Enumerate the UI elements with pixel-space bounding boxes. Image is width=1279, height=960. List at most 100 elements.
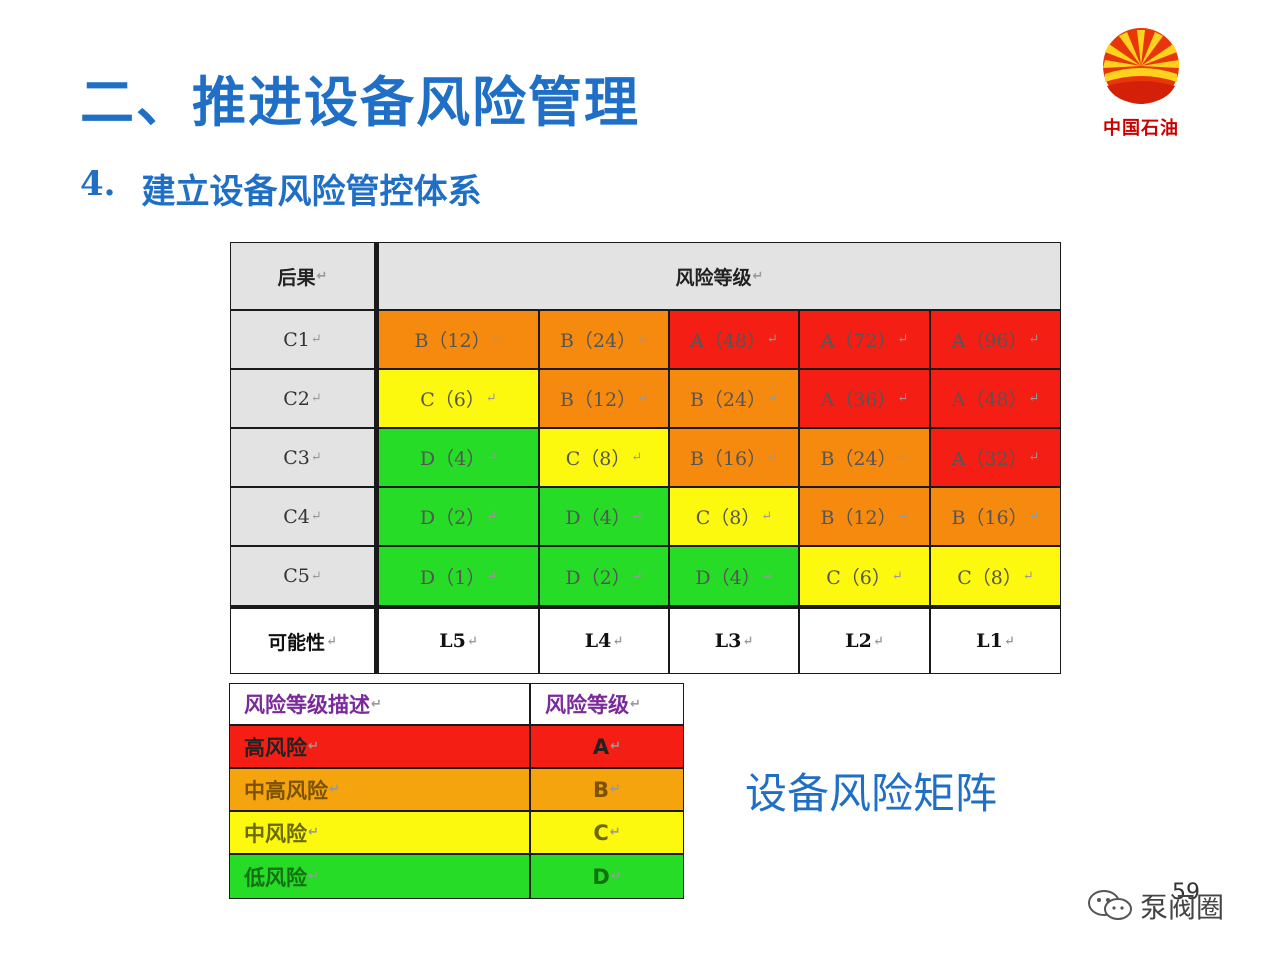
row-label-c4: C4 ↵ [231,488,374,545]
risk-cell: C（6） ↵ [379,370,538,427]
logo-text: 中国石油 [1103,118,1179,139]
risk-cell-text: B（24） [689,389,767,411]
row-label-c3: C3 ↵ [231,429,374,486]
risk-cell: A（48） ↵ [670,311,798,368]
paragraph-mark-icon: ↵ [610,739,622,754]
risk-matrix: 后果 ↵ 风险等级 ↵ C1 ↵ B（12） ↵ B（24） ↵ A（48） ↵ A（72） ↵ A（96）… [230,242,1061,674]
risk-cell: D（4） ↵ [670,547,798,605]
risk-cell: D（2） ↵ [379,488,538,545]
paragraph-mark-icon: ↵ [767,391,779,406]
row-label-c5-text: C5 [283,565,310,587]
legend-level-a: A ↵ [531,726,683,767]
legend-level-b-text: B [593,777,610,802]
risk-cell-text: A（96） [951,330,1028,352]
risk-cell-text: B（16） [951,507,1028,529]
risk-cell-text: D（2） [565,566,631,589]
risk-cell: C（8） ↵ [670,488,798,545]
paragraph-mark-icon: ↵ [767,332,778,347]
slide-subtitle: 4. 建立设备风险管控体系 [80,164,482,213]
risk-cell: C（8） ↵ [540,429,668,486]
risk-cell-text: A（48） [951,389,1028,411]
risk-cell: D（4） ↵ [379,429,538,486]
sunburst-logo-icon [1103,28,1179,104]
legend-level-c: C ↵ [531,812,683,853]
risk-cell-text: B（12） [820,507,897,529]
paragraph-mark-icon: ↵ [637,391,649,406]
legend-desc-a-text: 高风险 [244,735,307,760]
risk-cell: A（32） ↵ [931,429,1060,486]
paragraph-mark-icon: ↵ [637,332,649,347]
paragraph-mark-icon: ↵ [486,509,498,524]
likelihood-l3: L3 ↵ [670,609,798,673]
paragraph-mark-icon: ↵ [897,509,909,524]
risk-cell: A（96） ↵ [931,311,1060,368]
paragraph-mark-icon: ↵ [371,696,382,712]
legend-level-b: B ↵ [531,769,683,810]
header-consequence-text: 后果 [277,266,316,289]
paragraph-mark-icon: ↵ [761,568,773,584]
legend-header-desc-text: 风险等级描述 [244,693,370,717]
likelihood-l5: L5 ↵ [379,609,538,673]
paragraph-mark-icon: ↵ [308,825,319,840]
risk-cell-text: B（12） [559,389,637,411]
paragraph-mark-icon: ↵ [1028,450,1040,465]
risk-cell: A（72） ↵ [800,311,929,368]
paragraph-mark-icon: ↵ [310,568,322,584]
risk-cell-text: D（4） [419,448,486,470]
header-risk-level-text: 风险等级 [675,266,752,289]
watermark-text: 泵阀圈 [1140,891,1225,924]
legend-desc-d-text: 低风险 [244,865,307,890]
paragraph-mark-icon: ↵ [631,509,643,524]
paragraph-mark-icon: ↵ [485,391,497,406]
paragraph-mark-icon: ↵ [326,633,337,649]
risk-cell-text: B（24） [820,448,897,470]
risk-cell: B（16） ↵ [670,429,798,486]
paragraph-mark-icon: ↵ [891,568,903,584]
paragraph-mark-icon: ↵ [310,391,322,406]
legend-desc-c-text: 中风险 [244,821,307,846]
risk-cell: B（12） ↵ [800,488,929,545]
legend-header-level: 风险等级 ↵ [531,684,683,724]
likelihood-l1-text: L1 [976,630,1003,652]
risk-cell: C（6） ↵ [800,547,929,605]
subtitle-text: 建立设备风险管控体系 [141,172,482,212]
row-label-c1: C1 ↵ [231,311,374,368]
paragraph-mark-icon: ↵ [329,782,340,797]
risk-cell: C（8） ↵ [931,547,1060,605]
risk-cell: A（36） ↵ [800,370,929,427]
risk-cell-text: B（24） [559,330,637,352]
paragraph-mark-icon: ↵ [610,869,622,884]
paragraph-mark-icon: ↵ [308,869,319,884]
risk-cell: B（24） ↵ [670,370,798,427]
paragraph-mark-icon: ↵ [310,450,322,465]
paragraph-mark-icon: ↵ [1028,391,1040,406]
risk-cell: D（2） ↵ [540,547,668,605]
company-logo: 中国石油 [1097,22,1185,139]
legend-level-c-text: C [593,820,609,845]
header-consequence: 后果 ↵ [231,243,374,309]
risk-cell-text: D（4） [565,507,631,529]
legend-header-desc: 风险等级描述 ↵ [230,684,529,724]
legend-level-d-text: D [592,864,610,889]
row-label-c2: C2 ↵ [231,370,374,427]
slide-title: 二、推进设备风险管理 [80,71,640,134]
risk-cell-text: C（6） [420,389,485,411]
paragraph-mark-icon: ↵ [486,568,498,584]
likelihood-l3-text: L3 [714,630,742,652]
paragraph-mark-icon: ↵ [761,509,773,524]
risk-cell-text: C（8） [565,448,631,470]
row-label-c5: C5 ↵ [231,547,374,605]
likelihood-l2: L2 ↵ [800,609,929,673]
paragraph-mark-icon: ↵ [631,450,643,465]
likelihood-l4: L4 ↵ [540,609,668,673]
legend-level-d: D ↵ [531,855,683,898]
paragraph-mark-icon: ↵ [767,450,779,465]
paragraph-mark-icon: ↵ [466,633,478,649]
paragraph-mark-icon: ↵ [308,739,319,754]
footer-likelihood-text: 可能性 [268,631,326,654]
risk-cell-text: A（72） [820,330,897,352]
risk-cell-text: D（4） [695,566,761,589]
legend-level-a-text: A [592,734,610,759]
watermark: 泵阀圈 [1086,886,1224,926]
page-number: 59 [1172,880,1200,905]
